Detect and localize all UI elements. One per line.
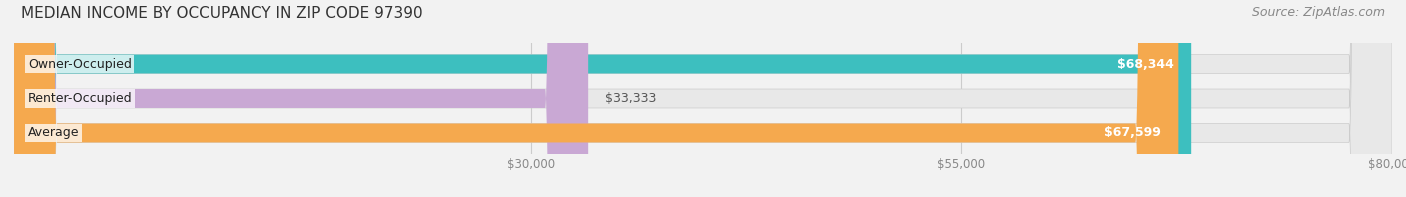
Text: Renter-Occupied: Renter-Occupied xyxy=(28,92,132,105)
Text: $33,333: $33,333 xyxy=(606,92,657,105)
Text: Source: ZipAtlas.com: Source: ZipAtlas.com xyxy=(1251,6,1385,19)
Text: $67,599: $67,599 xyxy=(1104,126,1161,139)
FancyBboxPatch shape xyxy=(14,0,1178,197)
FancyBboxPatch shape xyxy=(14,0,1392,197)
FancyBboxPatch shape xyxy=(14,0,1392,197)
FancyBboxPatch shape xyxy=(14,0,1392,197)
Text: $68,344: $68,344 xyxy=(1118,58,1174,71)
Text: MEDIAN INCOME BY OCCUPANCY IN ZIP CODE 97390: MEDIAN INCOME BY OCCUPANCY IN ZIP CODE 9… xyxy=(21,6,423,21)
Text: Owner-Occupied: Owner-Occupied xyxy=(28,58,132,71)
Text: Average: Average xyxy=(28,126,79,139)
FancyBboxPatch shape xyxy=(14,0,588,197)
FancyBboxPatch shape xyxy=(14,0,1191,197)
